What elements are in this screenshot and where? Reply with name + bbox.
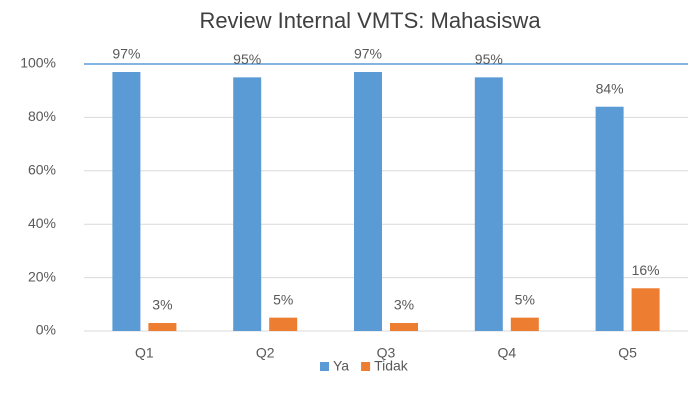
bar bbox=[233, 77, 262, 331]
bar bbox=[390, 322, 418, 331]
data-label: 3% bbox=[394, 297, 414, 313]
data-label: 3% bbox=[152, 297, 172, 313]
data-label: 5% bbox=[273, 291, 293, 307]
x-tick-label: Q3 bbox=[377, 345, 396, 361]
y-tick-label: 0% bbox=[36, 322, 56, 338]
x-tick-label: Q1 bbox=[135, 345, 154, 361]
legend-swatch bbox=[361, 362, 371, 371]
bar bbox=[148, 322, 177, 331]
bar bbox=[269, 317, 298, 331]
x-tick-label: Q5 bbox=[618, 345, 637, 361]
legend-label: Tidak bbox=[374, 358, 409, 374]
bar bbox=[354, 72, 382, 331]
y-tick-label: 80% bbox=[28, 108, 56, 124]
y-tick-label: 20% bbox=[28, 268, 56, 284]
data-label: 95% bbox=[233, 51, 261, 67]
data-label: 16% bbox=[632, 262, 660, 278]
x-tick-label: Q4 bbox=[497, 345, 516, 361]
data-label: 84% bbox=[596, 80, 624, 96]
y-tick-label: 60% bbox=[28, 162, 56, 178]
bar bbox=[595, 106, 624, 331]
chart-title: Review Internal VMTS: Mahasiswa bbox=[199, 8, 541, 33]
bar bbox=[631, 288, 660, 331]
bar bbox=[112, 72, 141, 331]
data-label: 5% bbox=[515, 291, 535, 307]
data-label: 97% bbox=[354, 46, 382, 62]
bar bbox=[474, 77, 503, 331]
data-label: 95% bbox=[475, 51, 503, 67]
legend-swatch bbox=[320, 362, 329, 371]
y-tick-label: 40% bbox=[28, 215, 56, 231]
legend-label: Ya bbox=[333, 358, 349, 374]
data-label: 97% bbox=[112, 46, 140, 62]
bar bbox=[510, 317, 539, 331]
x-tick-label: Q2 bbox=[256, 345, 275, 361]
y-tick-label: 100% bbox=[20, 55, 56, 71]
